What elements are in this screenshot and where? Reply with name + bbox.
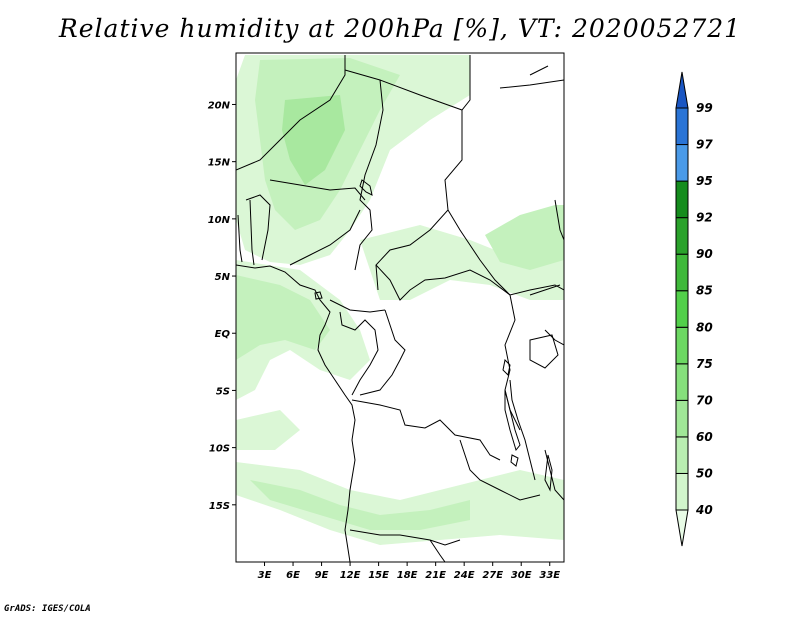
border-zambia bbox=[459, 439, 541, 501]
lon-tick-label: 12E bbox=[340, 570, 361, 581]
colorbar-box bbox=[675, 399, 689, 438]
lon-tick-label: 30E bbox=[511, 570, 532, 581]
humidity-area-south-inner bbox=[250, 480, 470, 530]
humidity-area-gulf-inner bbox=[236, 275, 330, 360]
colorbar-box bbox=[675, 107, 689, 146]
colorbar-level-label: 70 bbox=[696, 393, 713, 407]
border-niger-chad bbox=[354, 79, 384, 271]
border-ghana bbox=[237, 214, 243, 263]
border-drc-west bbox=[359, 309, 406, 396]
border-benin bbox=[249, 199, 255, 266]
lat-tick-label: 10N bbox=[208, 215, 231, 226]
lon-tick-label: 24E bbox=[454, 570, 475, 581]
lat-tick-label: 20N bbox=[208, 100, 231, 111]
lat-tick-label: 5S bbox=[216, 386, 230, 397]
humidity-area-north-core bbox=[282, 95, 345, 185]
colorbar-box bbox=[675, 290, 689, 328]
border-car bbox=[375, 264, 511, 301]
lat-tick-label: 10S bbox=[209, 444, 230, 455]
border-east-coast bbox=[554, 199, 564, 241]
colorbar-level-label: 85 bbox=[696, 284, 713, 298]
island-bioko bbox=[314, 291, 323, 300]
lake-malawi bbox=[544, 454, 553, 492]
country-borders bbox=[236, 55, 564, 562]
colorbar-level-label: 97 bbox=[696, 138, 713, 152]
border-cameroon-south bbox=[329, 299, 386, 313]
humidity-area-south bbox=[236, 462, 564, 545]
border-drc-angola bbox=[351, 399, 501, 461]
lon-tick-label: 15E bbox=[368, 570, 389, 581]
border-north-1 bbox=[236, 55, 346, 171]
colorbar-level-label: 40 bbox=[695, 503, 713, 517]
lat-tick-label: 5N bbox=[215, 272, 231, 283]
colorbar-level-label: 80 bbox=[696, 320, 713, 334]
border-east-2 bbox=[544, 329, 564, 346]
colorbar-level-label: 75 bbox=[696, 357, 713, 371]
coastline-west bbox=[236, 264, 356, 562]
lake-mweru bbox=[510, 454, 519, 467]
grads-credit: GrADS: IGES/COLA bbox=[4, 604, 91, 614]
humidity-field bbox=[236, 55, 564, 545]
border-nigeria-cameroon bbox=[289, 209, 361, 266]
humidity-area-central bbox=[360, 210, 564, 300]
border-northeast bbox=[499, 79, 564, 89]
lake-victoria bbox=[529, 334, 559, 369]
colorbar-box bbox=[675, 363, 689, 401]
map-frame bbox=[235, 52, 565, 563]
lake-kivu bbox=[502, 358, 511, 377]
colorbar-level-label: 50 bbox=[696, 466, 713, 480]
lat-tick-label: EQ bbox=[215, 329, 231, 340]
humidity-area-southwest bbox=[236, 410, 300, 450]
colorbar-level-label: 99 bbox=[696, 101, 713, 115]
lake-chad bbox=[359, 179, 373, 196]
border-congo bbox=[339, 311, 379, 396]
border-north-2 bbox=[344, 55, 471, 111]
border-west-states bbox=[245, 194, 271, 261]
colorbar-box bbox=[675, 144, 689, 182]
lat-tick-label: 15S bbox=[209, 501, 230, 512]
lake-tanganyika bbox=[504, 389, 521, 452]
colorbar-box bbox=[675, 326, 689, 365]
colorbar-box bbox=[675, 472, 689, 511]
colorbar-box bbox=[675, 180, 689, 219]
lon-tick-label: 18E bbox=[397, 570, 418, 581]
lon-tick-label: 27E bbox=[482, 570, 503, 581]
lat-tick-label: 15N bbox=[208, 158, 231, 169]
colorbar-level-label: 95 bbox=[696, 174, 713, 188]
red-sea-coast bbox=[529, 65, 549, 76]
border-angola-south bbox=[349, 529, 461, 546]
border-chad-sudan bbox=[375, 110, 463, 291]
colorbar-level-label: 90 bbox=[696, 247, 713, 261]
border-sudan bbox=[447, 209, 564, 296]
lon-tick-label: 9E bbox=[315, 570, 329, 581]
colorbar-box bbox=[675, 253, 689, 292]
colorbar-level-label: 92 bbox=[696, 211, 713, 225]
border-east-1 bbox=[529, 284, 561, 296]
colorbar-arrow-top bbox=[675, 71, 689, 109]
colorbar-arrow-bottom bbox=[675, 509, 689, 547]
map-title: Relative humidity at 200hPa [%], VT: 202… bbox=[58, 14, 742, 43]
lon-tick-label: 6E bbox=[286, 570, 300, 581]
colorbar-level-label: 60 bbox=[696, 430, 713, 444]
lon-tick-label: 33E bbox=[539, 570, 560, 581]
colorbar-box bbox=[675, 217, 689, 255]
border-east-lakes bbox=[509, 379, 536, 481]
lon-tick-label: 3E bbox=[258, 570, 272, 581]
humidity-area-east bbox=[485, 205, 564, 270]
colorbar-box bbox=[675, 436, 689, 474]
border-nigeria bbox=[269, 179, 366, 201]
lon-tick-label: 21E bbox=[425, 570, 446, 581]
border-south bbox=[429, 539, 446, 562]
